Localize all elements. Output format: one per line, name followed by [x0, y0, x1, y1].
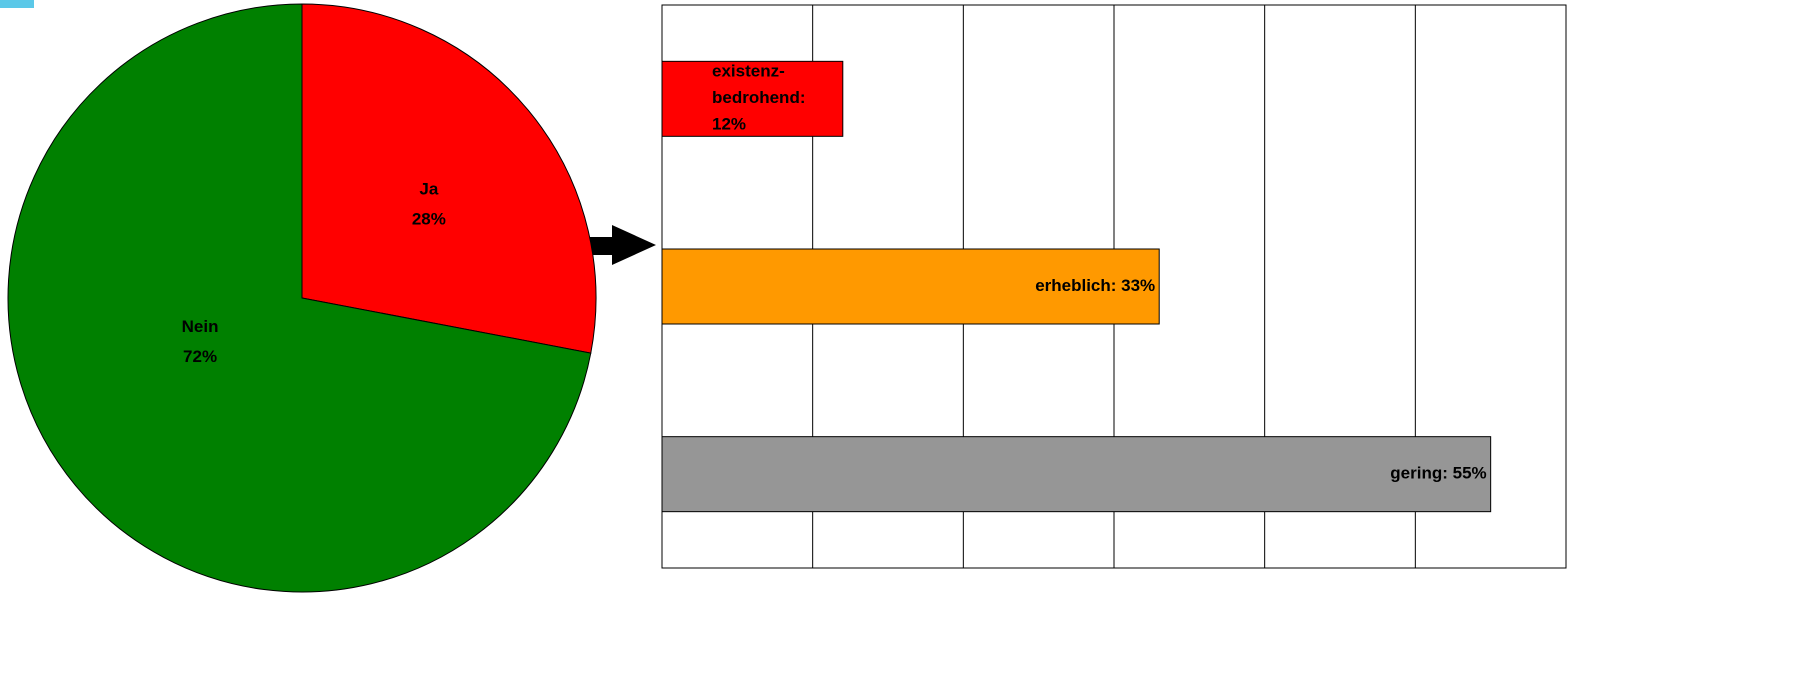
bar-label-line: bedrohend:: [712, 88, 810, 107]
corner-mark: [0, 0, 34, 8]
bar-label: existenz-bedrohend: 12%: [712, 62, 810, 134]
bar-label-line: 12%: [712, 115, 746, 134]
bar-label-line: existenz-: [712, 62, 785, 81]
bar: [661, 248, 1160, 325]
slice-label: Nein: [182, 317, 219, 336]
bar-label: gering: 55%: [1390, 464, 1486, 483]
slice-label: Ja: [419, 180, 438, 199]
slice-value-label: 72%: [183, 347, 217, 366]
bar: [661, 436, 1492, 513]
bar: [661, 60, 844, 137]
bar-label: erheblich: 33%: [1035, 276, 1155, 295]
pie-slice: [301, 3, 597, 354]
slice-value-label: 28%: [412, 210, 446, 229]
pie-slice: [7, 3, 592, 593]
